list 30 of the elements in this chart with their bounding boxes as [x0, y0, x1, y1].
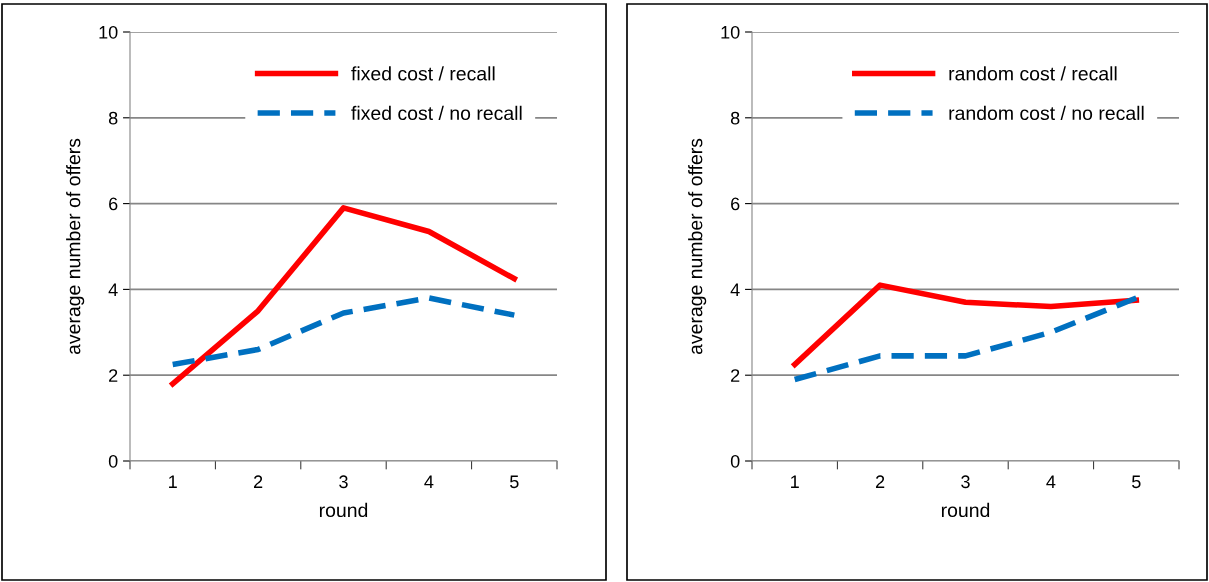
legend-label: random cost / no recall: [949, 105, 1144, 121]
y-tick-label: 4: [730, 283, 740, 296]
x-tick-label: 1: [791, 475, 799, 488]
x-tick-label: 5: [1132, 475, 1141, 489]
y-tick-label: 2: [109, 369, 118, 382]
x-axis-title: round: [319, 502, 368, 518]
y-tick-label: 4: [108, 283, 118, 296]
legend-label: fixed cost / recall: [351, 66, 495, 81]
y-tick-label: 8: [108, 111, 118, 125]
x-tick-label: 2: [875, 475, 885, 488]
y-tick-label: 6: [731, 197, 740, 211]
x-tick-label: 4: [424, 475, 434, 488]
y-tick-label: 10: [99, 25, 118, 39]
y-tick-label: 0: [730, 454, 740, 468]
y-axis-title: average number of offers: [688, 138, 707, 355]
x-tick-label: 3: [339, 475, 348, 489]
x-tick-label: 2: [253, 475, 263, 488]
x-tick-label: 4: [1046, 475, 1056, 488]
x-tick-label: 5: [510, 475, 519, 489]
y-tick-label: 2: [731, 369, 740, 382]
legend-label: fixed cost / no recall: [351, 105, 522, 121]
x-axis-title: round: [941, 502, 990, 518]
y-tick-label: 6: [109, 197, 118, 211]
y-tick-label: 0: [108, 454, 118, 468]
y-tick-label: 8: [730, 111, 740, 125]
legend-label: random cost / recall: [949, 66, 1117, 81]
y-tick-label: 10: [721, 25, 740, 39]
x-tick-label: 3: [961, 475, 970, 489]
y-axis-title: average number of offers: [66, 138, 85, 355]
x-tick-label: 1: [169, 475, 177, 488]
